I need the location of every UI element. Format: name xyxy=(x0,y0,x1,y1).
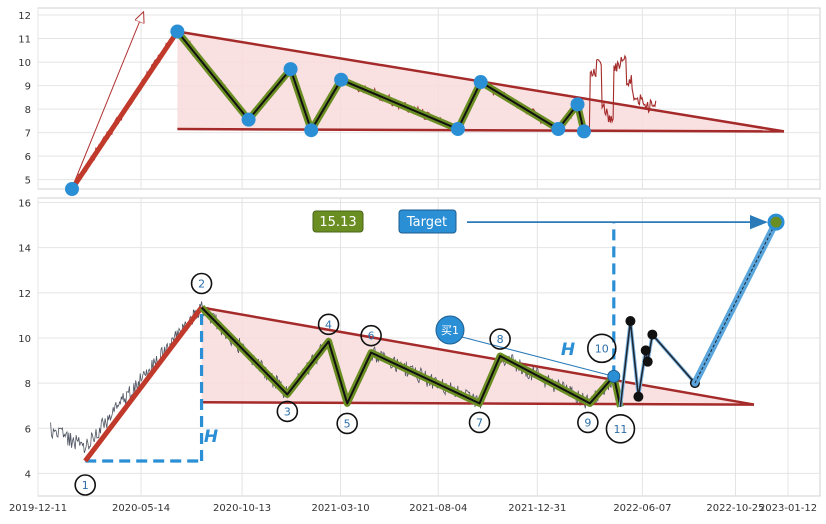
top-y-tick-labels: 5 6 7 8 9 10 11 12 xyxy=(18,11,31,187)
price-badge: 15.13 xyxy=(312,210,364,233)
top-support-line xyxy=(177,127,785,133)
bottom-x-tick: 2020-05-14 xyxy=(112,503,170,514)
pattern-point-ring xyxy=(276,400,299,423)
top-pattern-point xyxy=(65,182,79,196)
pattern-point-ring xyxy=(468,411,491,434)
bottom-x-tick: 2022-06-07 xyxy=(613,503,671,514)
bottom-x-tick-labels: 2019-12-11 2020-05-14 2020-10-13 2021-03… xyxy=(9,503,817,514)
pattern-point-label: 6 xyxy=(368,330,375,343)
breakout-point xyxy=(633,391,644,402)
bottom-grid xyxy=(37,198,820,496)
bottom-x-tick: 2020-10-13 xyxy=(213,503,271,514)
bottom-y-tick: 16 xyxy=(18,199,31,210)
price-badge-text: 15.13 xyxy=(319,215,356,230)
pattern-point-ring xyxy=(190,272,213,295)
pattern-point-label: 4 xyxy=(325,318,332,331)
top-pattern-point xyxy=(450,122,465,137)
pattern-point-label: 11 xyxy=(613,423,627,436)
bottom-x-tick: 2021-03-10 xyxy=(311,503,369,514)
target-point xyxy=(767,213,785,231)
bottom-y-tick: 8 xyxy=(25,379,31,390)
bottom-y-tick: 10 xyxy=(18,334,31,345)
breakout-point xyxy=(640,345,651,356)
bottom-resistance-line xyxy=(201,306,755,406)
bottom-y-tick-labels: 4 6 8 10 12 14 16 xyxy=(18,199,31,481)
bottom-x-tick: 2021-12-31 xyxy=(508,503,566,514)
target-badge: Target xyxy=(398,209,457,234)
point-10-marker xyxy=(607,369,621,383)
target-badge-text: Target xyxy=(406,215,447,230)
top-pattern-point xyxy=(334,72,349,87)
bottom-pattern-line xyxy=(200,306,622,408)
top-pattern-point xyxy=(241,112,256,127)
top-y-tick: 8 xyxy=(25,105,31,116)
buy-marker-text: 买1 xyxy=(441,324,459,337)
top-pattern-point xyxy=(473,75,488,90)
height-label-left: H xyxy=(204,427,218,447)
pattern-point-ring xyxy=(336,412,358,435)
bottom-rise-leg xyxy=(83,305,204,463)
pattern-point-ring xyxy=(489,328,511,350)
bottom-y-tick: 12 xyxy=(18,289,31,300)
height-label-right: H xyxy=(561,340,575,360)
top-pattern-point xyxy=(551,122,566,137)
pattern-point-ring xyxy=(317,313,340,336)
pattern-point-ring xyxy=(577,411,599,434)
top-y-tick: 6 xyxy=(25,152,31,163)
breakout-point xyxy=(642,356,653,367)
top-pattern-point xyxy=(570,97,585,112)
target-projection-line xyxy=(694,221,777,384)
pattern-point-ring xyxy=(360,324,382,347)
top-y-tick: 7 xyxy=(25,129,31,140)
top-pattern-line xyxy=(176,30,585,132)
pattern-point-label: 2 xyxy=(198,277,205,290)
top-rise-arrow xyxy=(73,13,143,184)
bottom-y-tick: 6 xyxy=(25,424,31,435)
pattern-point-label: 1 xyxy=(82,479,89,492)
top-y-tick: 11 xyxy=(18,35,31,46)
top-pattern-point xyxy=(576,124,591,139)
pattern-point-label: 7 xyxy=(476,416,483,429)
pattern-point-label: 5 xyxy=(344,417,351,430)
pattern-point-label: 10 xyxy=(595,342,609,355)
bottom-point-labels: 1 2 3 4 5 6 7 8 9 10 11 xyxy=(74,272,636,496)
top-rise-leg xyxy=(69,30,180,191)
pattern-point-label: 8 xyxy=(497,333,504,346)
bottom-x-tick: 2021-08-04 xyxy=(409,503,467,514)
top-pattern-group xyxy=(65,13,785,196)
bottom-x-tick: 2022-10-25 xyxy=(706,503,764,514)
top-y-tick: 12 xyxy=(18,11,31,22)
pattern-point-ring xyxy=(74,474,97,496)
buy-connector xyxy=(461,336,614,377)
breakout-point xyxy=(625,316,636,327)
top-pattern-point xyxy=(283,62,298,77)
buy-marker: 买1 xyxy=(435,315,465,345)
top-y-tick: 9 xyxy=(25,82,31,93)
top-pattern-point xyxy=(170,24,185,39)
top-pattern-point xyxy=(304,123,319,138)
pattern-point-label: 9 xyxy=(584,416,591,429)
pattern-point-ring xyxy=(586,333,617,364)
bottom-x-tick: 2023-01-12 xyxy=(759,503,817,514)
pattern-point-label: 3 xyxy=(284,405,291,418)
pattern-point-ring xyxy=(605,414,636,444)
breakout-point xyxy=(647,329,658,340)
bottom-y-tick: 4 xyxy=(25,469,31,480)
bottom-y-tick: 14 xyxy=(18,244,31,255)
bottom-x-tick: 2019-12-11 xyxy=(9,503,67,514)
top-y-tick: 10 xyxy=(18,58,31,69)
top-y-tick: 5 xyxy=(25,176,31,187)
